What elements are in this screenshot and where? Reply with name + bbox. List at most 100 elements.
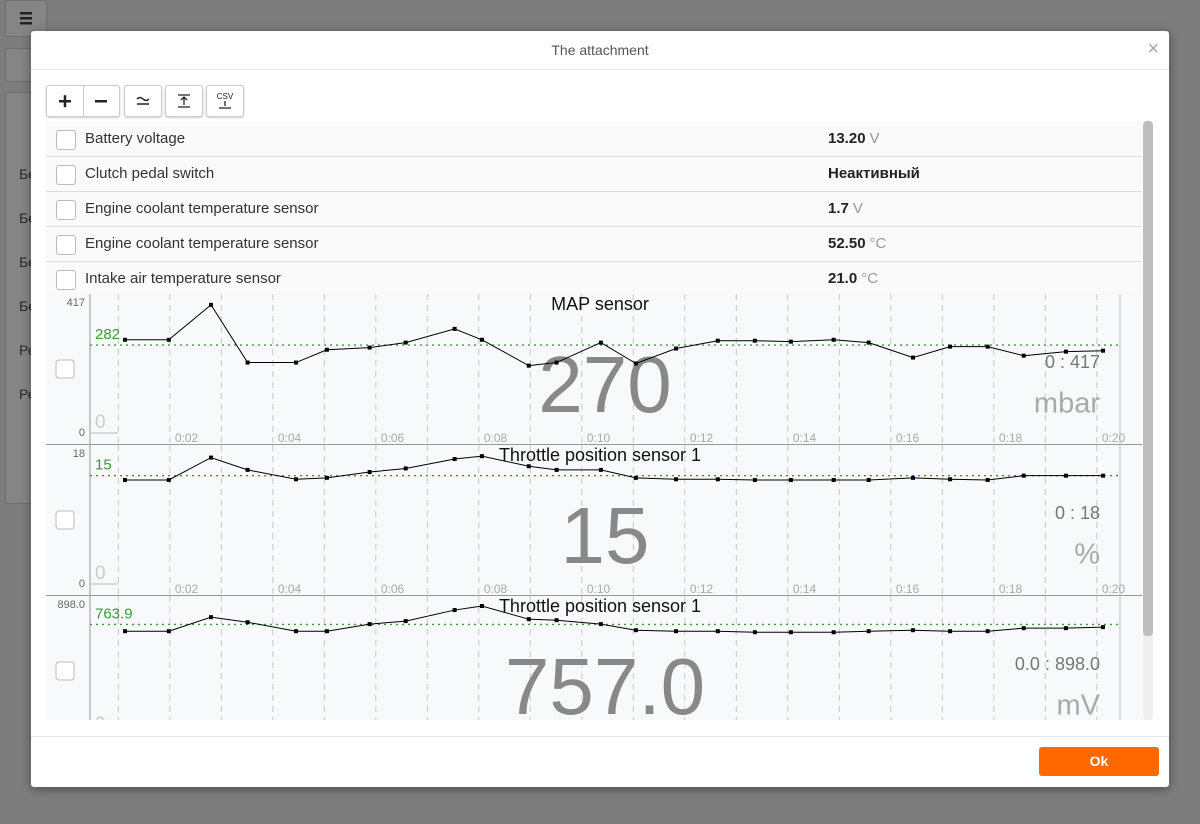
point <box>598 622 603 627</box>
series-line <box>125 455 1104 481</box>
point <box>123 478 128 482</box>
x-tick-label: 0:16 <box>896 431 920 445</box>
menu-icon <box>20 12 32 25</box>
point <box>633 361 638 366</box>
point <box>866 478 871 482</box>
chart-background <box>46 596 1142 720</box>
fit-icon <box>178 94 190 108</box>
checkbox[interactable] <box>56 200 76 220</box>
checkbox[interactable] <box>56 130 76 150</box>
scrollbar[interactable] <box>1143 121 1153 720</box>
point <box>526 363 531 368</box>
point <box>948 629 953 634</box>
point <box>831 630 836 635</box>
point <box>294 360 298 365</box>
value-text: 1.7 <box>828 200 849 217</box>
value-unit: °C <box>861 270 879 287</box>
point <box>526 464 531 469</box>
csv-button[interactable]: CSV <box>206 85 244 117</box>
parameter-row: Intake air temperature sensor 21.0 °C <box>46 262 1142 297</box>
point <box>1101 348 1106 353</box>
checkbox[interactable] <box>56 165 76 185</box>
checkbox[interactable] <box>55 661 75 681</box>
y-min-label: 0 <box>95 714 106 720</box>
point <box>788 478 793 482</box>
parameter-row: Clutch pedal switch Неактивный <box>46 157 1142 192</box>
x-tick-label: 0:02 <box>175 582 199 596</box>
chart: 0:020:040:060:080:100:120:140:160:180:20… <box>46 596 1142 720</box>
x-tick-label: 0:12 <box>690 431 714 445</box>
point <box>209 302 214 307</box>
point <box>866 340 871 345</box>
fit-button[interactable] <box>165 85 203 117</box>
value-text: 52.50 <box>828 235 866 252</box>
point <box>367 345 372 350</box>
chart-title: Throttle position sensor 1 <box>499 445 701 465</box>
checkbox[interactable] <box>56 235 76 255</box>
parameter-value: 1.7 V <box>828 200 863 217</box>
point <box>752 630 757 635</box>
x-tick-label: 0:04 <box>278 582 302 596</box>
point <box>452 608 457 613</box>
value-text: 21.0 <box>828 270 858 287</box>
point <box>866 629 871 634</box>
point <box>910 628 915 633</box>
point <box>294 477 298 482</box>
x-tick-label: 0:08 <box>484 431 508 445</box>
smooth-button[interactable] <box>124 85 162 117</box>
current-value: 270 <box>538 340 671 429</box>
chart-title: MAP sensor <box>551 294 649 314</box>
point <box>1063 626 1068 631</box>
parameter-row: Engine coolant temperature sensor 52.50 °C <box>46 227 1142 262</box>
close-button[interactable]: × <box>1147 38 1159 60</box>
point <box>1101 473 1106 478</box>
parameter-name: Intake air temperature sensor <box>85 270 281 287</box>
checkbox[interactable] <box>55 359 75 379</box>
point <box>598 467 603 472</box>
x-tick-label: 0:14 <box>793 582 817 596</box>
parameter-row: Battery voltage 13.20 V <box>46 122 1142 157</box>
ok-button[interactable]: Ok <box>1039 747 1159 776</box>
dialog: The attachment × CSV Battery voltage 13.2… <box>31 31 1169 787</box>
value-text: Неактивный <box>828 165 920 182</box>
x-tick-label: 0:20 <box>1102 431 1126 445</box>
chart-title: Throttle position sensor 1 <box>499 596 701 616</box>
parameter-table: Battery voltage 13.20 V Clutch pedal switch… <box>46 122 1142 297</box>
point <box>123 337 128 342</box>
parameter-row: Engine coolant temperature sensor 1.7 V <box>46 192 1142 227</box>
checkbox[interactable] <box>56 270 76 290</box>
unit-label: mbar <box>1034 388 1100 420</box>
x-tick-label: 0:06 <box>381 582 405 596</box>
point <box>1063 349 1068 354</box>
point <box>403 340 408 345</box>
parameter-name: Battery voltage <box>85 130 186 147</box>
dialog-footer <box>31 736 1169 737</box>
value-unit: V <box>852 200 863 217</box>
scroll-thumb[interactable] <box>1143 121 1153 636</box>
current-value: 757.0 <box>505 642 705 720</box>
point <box>985 629 990 634</box>
point <box>831 478 836 482</box>
point <box>166 337 171 342</box>
point <box>324 475 329 480</box>
unit-label: % <box>1074 539 1100 571</box>
point <box>910 475 915 480</box>
point <box>452 326 457 331</box>
point <box>123 629 128 634</box>
point <box>526 617 531 622</box>
x-tick-label: 0:02 <box>175 431 199 445</box>
point <box>674 346 679 351</box>
point <box>948 344 953 349</box>
point <box>674 477 679 482</box>
point <box>403 619 408 624</box>
csv-icon: CSV <box>217 92 234 109</box>
parameter-value: 52.50 °C <box>828 235 886 252</box>
y-tick-label: 898.0 <box>57 599 85 611</box>
point <box>598 340 603 345</box>
checkbox[interactable] <box>55 510 75 530</box>
menu-button[interactable] <box>5 0 47 37</box>
series-line <box>125 304 1104 367</box>
point <box>245 360 250 365</box>
